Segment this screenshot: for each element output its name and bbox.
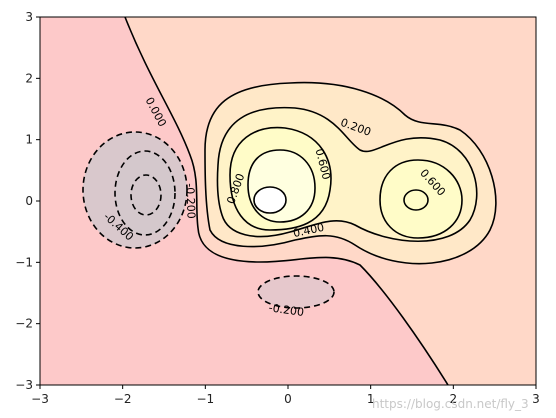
contour-line-600-left	[229, 126, 332, 231]
contour-line-neg-200-bottom	[257, 275, 335, 309]
y-tick-label: 3	[25, 10, 33, 24]
y-tick-label: 0	[25, 194, 33, 208]
y-tick-label: −1	[15, 255, 33, 269]
contour-line-800	[247, 149, 316, 223]
watermark-text: https://blog.csdn.net/fly_3	[372, 397, 529, 411]
contour-fill-negative-bottom	[258, 276, 334, 308]
contour-fill-level-600-right	[380, 160, 462, 238]
x-tick-label: 2	[450, 392, 458, 406]
contour-line-neg-600-left	[130, 174, 162, 216]
x-tick-label: −1	[196, 392, 214, 406]
contour-line-400	[216, 106, 478, 243]
y-tick-label: 1	[25, 133, 33, 147]
contour-line-peak	[253, 186, 287, 214]
x-tick-label: −3	[31, 392, 49, 406]
x-tick-label: 3	[532, 392, 540, 406]
contour-fill-negative-left-inner	[115, 151, 175, 235]
y-tick-label: −3	[15, 378, 33, 392]
contour-line-neg-200-left	[82, 131, 188, 249]
contour-line-200	[204, 81, 497, 265]
x-tick-label: 1	[367, 392, 375, 406]
y-tick-label: −2	[15, 317, 33, 331]
contour-line-600-right	[379, 159, 463, 239]
contour-line-0	[124, 17, 449, 385]
contour-fill-peak	[254, 187, 286, 213]
contour-label: -0.200	[268, 301, 305, 319]
contour-label: -0.200	[183, 183, 197, 219]
contour-label: 0.400	[292, 221, 326, 240]
x-tick-label: −2	[114, 392, 132, 406]
contour-line-right-inner	[403, 189, 429, 211]
y-tick-label: 2	[25, 71, 33, 85]
contour-line-neg-400-left	[114, 150, 176, 236]
x-tick-label: 0	[284, 392, 292, 406]
axis-ticks: −3 −2 −1 0 1 2 3 −3 −2 −1 0 1 2 3	[15, 10, 540, 406]
